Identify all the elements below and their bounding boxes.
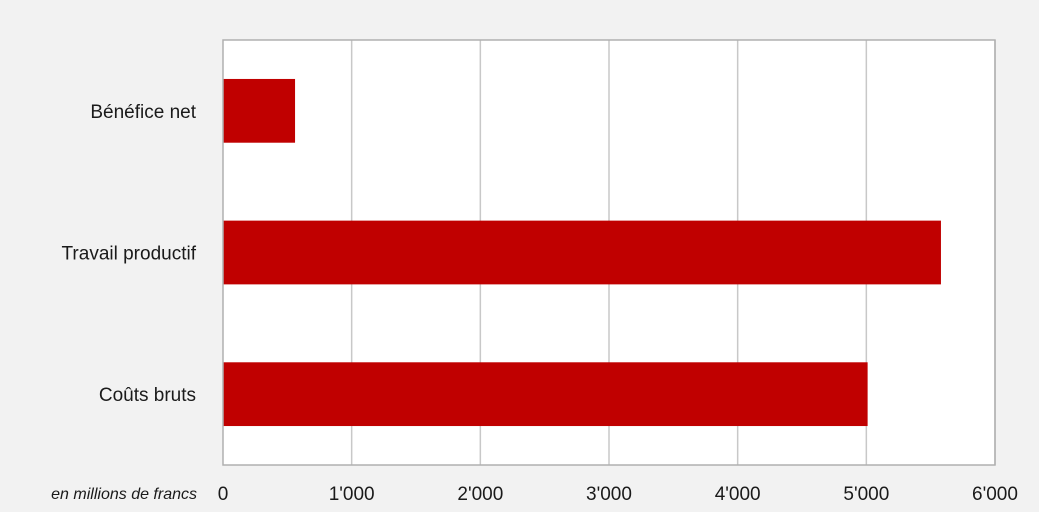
category-labels: Bénéfice net Travail productif Coûts bruts (62, 102, 197, 406)
bar (223, 78, 296, 143)
x-axis-unit-label: en millions de francs (51, 486, 197, 503)
x-tick-label: 6'000 (972, 484, 1018, 505)
bar (223, 220, 941, 285)
x-tick-label: 4'000 (715, 484, 761, 505)
plot-frame (222, 39, 996, 466)
x-tick-label: 0 (218, 484, 229, 505)
x-tick-label: 1'000 (329, 484, 375, 505)
category-label: Travail productif (62, 244, 197, 265)
x-tick-label: 2'000 (457, 484, 503, 505)
category-label: Bénéfice net (90, 102, 196, 123)
x-tick-labels: 0 1'000 2'000 3'000 4'000 5'000 6'000 (218, 484, 1018, 505)
x-tick-label: 3'000 (586, 484, 632, 505)
x-tick-label: 5'000 (843, 484, 889, 505)
bar (223, 362, 868, 427)
category-label: Coûts bruts (99, 385, 196, 406)
bar-series (223, 78, 941, 427)
